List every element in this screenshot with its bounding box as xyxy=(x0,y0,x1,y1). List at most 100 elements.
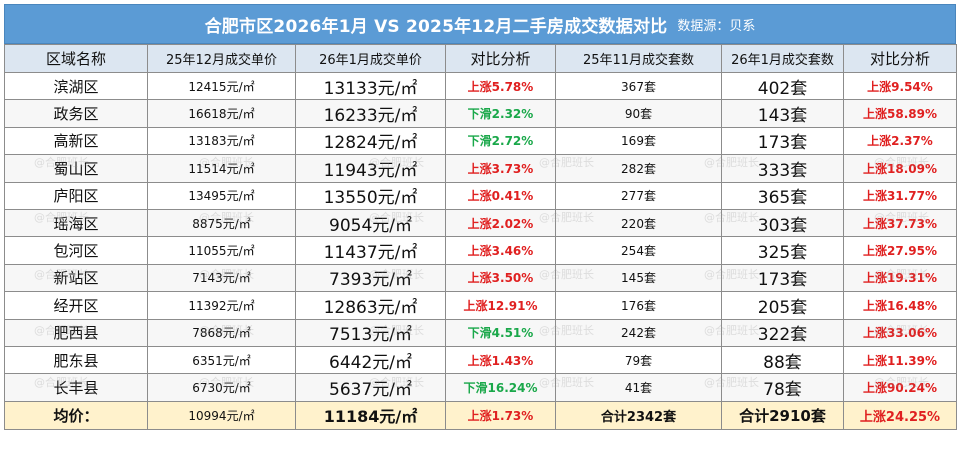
price-2601-cell: 7393元/㎡ xyxy=(295,263,446,293)
sales-2511-cell: 176套 xyxy=(555,291,722,320)
price-2601-cell: 11943元/㎡ xyxy=(295,154,446,183)
sales-2601-cell: 205套 xyxy=(721,291,844,320)
price-2512-cell: 8875元/㎡ xyxy=(147,208,296,238)
footer-sales-2511: 合计2342套 xyxy=(555,400,722,430)
price-2512-cell: 7143元/㎡ xyxy=(147,263,296,293)
price-compare-cell: 上涨3.50% xyxy=(445,263,556,293)
price-compare-cell: 上涨2.02% xyxy=(445,208,556,238)
price-2512-cell: 13183元/㎡ xyxy=(147,126,296,156)
sales-compare-cell: 上涨16.48% xyxy=(843,291,957,320)
price-compare-cell: 下滑2.72% xyxy=(445,126,556,156)
table-row: 包河区 11055元/㎡ 11437元/㎡ 上涨3.46% 254套 325套 上涨27.9… xyxy=(4,236,957,265)
price-2512-cell: 11055元/㎡ xyxy=(147,236,296,265)
price-compare-cell: 上涨0.41% xyxy=(445,181,556,210)
sales-2601-cell: 402套 xyxy=(721,71,844,101)
region-cell: 高新区 xyxy=(4,126,148,156)
sales-2511-cell: 220套 xyxy=(555,208,722,238)
page-title: 合肥市区2026年1月 VS 2025年12月二手房成交数据对比 xyxy=(204,16,668,37)
data-source-label: 数据源：贝系 xyxy=(677,18,756,34)
price-2512-cell: 11514元/㎡ xyxy=(147,154,296,183)
price-2601-cell: 16233元/㎡ xyxy=(295,99,446,128)
price-2601-cell: 12863元/㎡ xyxy=(295,291,446,320)
header-sales-2511: 25年11月成交套数 xyxy=(555,44,722,73)
sales-compare-cell: 上涨58.89% xyxy=(843,99,957,128)
title-bar: 合肥市区2026年1月 VS 2025年12月二手房成交数据对比 数据源：贝系 xyxy=(4,4,956,44)
sales-2511-cell: 277套 xyxy=(555,181,722,210)
housing-data-table: 区域名称 25年12月成交单价 26年1月成交单价 对比分析 25年11月成交套… xyxy=(4,44,957,430)
region-cell: 包河区 xyxy=(4,236,148,265)
footer-price-2512: 10994元/㎡ xyxy=(147,400,296,430)
price-compare-cell: 下滑16.24% xyxy=(445,373,556,402)
table-row: 滨湖区 12415元/㎡ 13133元/㎡ 上涨5.78% 367套 402套 上涨9.54… xyxy=(4,71,957,101)
table-row: 肥西县 7868元/㎡ 7513元/㎡ 下滑4.51% 242套 322套 上涨33.06% xyxy=(4,318,957,347)
sales-compare-cell: 上涨33.06% xyxy=(843,318,957,347)
sales-2601-cell: 325套 xyxy=(721,236,844,265)
sales-compare-cell: 上涨11.39% xyxy=(843,345,957,375)
table-row: 蜀山区 11514元/㎡ 11943元/㎡ 上涨3.73% 282套 333套 上涨18.0… xyxy=(4,154,957,183)
sales-2601-cell: 173套 xyxy=(721,126,844,156)
table-row: 政务区 16618元/㎡ 16233元/㎡ 下滑2.32% 90套 143套 上涨58.89… xyxy=(4,99,957,128)
sales-2511-cell: 145套 xyxy=(555,263,722,293)
price-compare-cell: 下滑2.32% xyxy=(445,99,556,128)
sales-2601-cell: 322套 xyxy=(721,318,844,347)
sales-2601-cell: 143套 xyxy=(721,99,844,128)
region-cell: 新站区 xyxy=(4,263,148,293)
price-compare-cell: 上涨3.46% xyxy=(445,236,556,265)
header-region: 区域名称 xyxy=(4,44,148,73)
price-compare-cell: 下滑4.51% xyxy=(445,318,556,347)
sales-2601-cell: 333套 xyxy=(721,154,844,183)
table-footer-row: 均价： 10994元/㎡ 11184元/㎡ 上涨1.73% 合计2342套 合计… xyxy=(4,400,957,430)
sales-2601-cell: 303套 xyxy=(721,208,844,238)
sales-2601-cell: 365套 xyxy=(721,181,844,210)
footer-sales-2601: 合计2910套 xyxy=(721,400,844,430)
sales-2511-cell: 41套 xyxy=(555,373,722,402)
table-row: 经开区 11392元/㎡ 12863元/㎡ 上涨12.91% 176套 205套 上涨16.… xyxy=(4,291,957,320)
table-row: 长丰县 6730元/㎡ 5637元/㎡ 下滑16.24% 41套 78套 上涨90.24% xyxy=(4,373,957,402)
sales-2511-cell: 90套 xyxy=(555,99,722,128)
sales-2601-cell: 78套 xyxy=(721,373,844,402)
sales-2511-cell: 169套 xyxy=(555,126,722,156)
header-sales-2601: 26年1月成交套数 xyxy=(721,44,844,73)
price-compare-cell: 上涨5.78% xyxy=(445,71,556,101)
region-cell: 庐阳区 xyxy=(4,181,148,210)
sales-2601-cell: 88套 xyxy=(721,345,844,375)
header-sales-compare: 对比分析 xyxy=(843,44,957,73)
sales-2511-cell: 242套 xyxy=(555,318,722,347)
sales-compare-cell: 上涨27.95% xyxy=(843,236,957,265)
sales-2511-cell: 79套 xyxy=(555,345,722,375)
header-price-2512: 25年12月成交单价 xyxy=(147,44,296,73)
sales-2511-cell: 367套 xyxy=(555,71,722,101)
price-2601-cell: 13133元/㎡ xyxy=(295,71,446,101)
region-cell: 蜀山区 xyxy=(4,154,148,183)
region-cell: 瑶海区 xyxy=(4,208,148,238)
price-2601-cell: 5637元/㎡ xyxy=(295,373,446,402)
price-2512-cell: 6730元/㎡ xyxy=(147,373,296,402)
sales-2601-cell: 173套 xyxy=(721,263,844,293)
sales-compare-cell: 上涨18.09% xyxy=(843,154,957,183)
price-compare-cell: 上涨12.91% xyxy=(445,291,556,320)
price-compare-cell: 上涨3.73% xyxy=(445,154,556,183)
footer-price-2601: 11184元/㎡ xyxy=(295,400,446,430)
region-cell: 经开区 xyxy=(4,291,148,320)
table-row: 新站区 7143元/㎡ 7393元/㎡ 上涨3.50% 145套 173套 上涨19.31% xyxy=(4,263,957,293)
price-2601-cell: 7513元/㎡ xyxy=(295,318,446,347)
region-cell: 长丰县 xyxy=(4,373,148,402)
price-2512-cell: 11392元/㎡ xyxy=(147,291,296,320)
table-row: 庐阳区 13495元/㎡ 13550元/㎡ 上涨0.41% 277套 365套 上涨31.7… xyxy=(4,181,957,210)
price-2512-cell: 13495元/㎡ xyxy=(147,181,296,210)
price-2601-cell: 11437元/㎡ xyxy=(295,236,446,265)
table-row: 瑶海区 8875元/㎡ 9054元/㎡ 上涨2.02% 220套 303套 上涨37.73% xyxy=(4,208,957,238)
price-2601-cell: 6442元/㎡ xyxy=(295,345,446,375)
sales-compare-cell: 上涨90.24% xyxy=(843,373,957,402)
sales-compare-cell: 上涨19.31% xyxy=(843,263,957,293)
price-2601-cell: 9054元/㎡ xyxy=(295,208,446,238)
table-header-row: 区域名称 25年12月成交单价 26年1月成交单价 对比分析 25年11月成交套… xyxy=(4,44,957,73)
sales-compare-cell: 上涨2.37% xyxy=(843,126,957,156)
price-2512-cell: 16618元/㎡ xyxy=(147,99,296,128)
header-price-compare: 对比分析 xyxy=(445,44,556,73)
region-cell: 肥西县 xyxy=(4,318,148,347)
region-cell: 肥东县 xyxy=(4,345,148,375)
table-row: 高新区 13183元/㎡ 12824元/㎡ 下滑2.72% 169套 173套 上涨2.37… xyxy=(4,126,957,156)
price-2601-cell: 13550元/㎡ xyxy=(295,181,446,210)
sales-2511-cell: 282套 xyxy=(555,154,722,183)
